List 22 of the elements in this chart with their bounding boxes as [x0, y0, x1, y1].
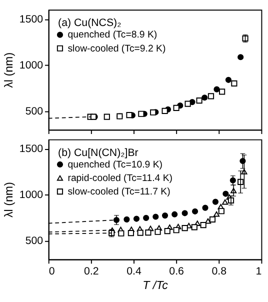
y-tick-label: 1500 — [19, 142, 44, 155]
text: (b) Cu[N(CN)₂]Br — [58, 146, 139, 159]
text: (a) Cu(NCS)₂ — [58, 17, 122, 30]
x-tick-label: 0.6 — [169, 265, 184, 278]
y-tick-label: 500 — [25, 235, 44, 248]
y-tick-label: 1500 — [19, 13, 44, 26]
x-tick-label: 1 — [256, 265, 262, 278]
legend-label: quenched (Tc=8.9 K) — [68, 30, 158, 41]
y-axis-title: λl (nm) — [2, 182, 16, 218]
legend-label: slow-cooled (Tc=9.2 K) — [68, 43, 166, 54]
x-tick-label: 0 — [48, 265, 55, 278]
y-tick-label: 1000 — [19, 59, 44, 72]
legend-label: slow-cooled (Tc=11.7 K) — [68, 186, 170, 198]
legend-label: rapid-cooled (Tc=11.4 K) — [68, 172, 172, 184]
x-axis-title: T /Tc — [142, 278, 168, 292]
y-tick-label: 500 — [25, 106, 44, 118]
y-axis-title: λl (nm) — [2, 52, 16, 88]
legend-label: quenched (Tc=10.9 K) — [68, 159, 162, 170]
x-tick-label: 0.2 — [84, 265, 99, 278]
y-tick-label: 1000 — [19, 189, 44, 202]
x-tick-label: 0.8 — [212, 265, 227, 278]
x-tick-label: 0.4 — [126, 265, 142, 278]
